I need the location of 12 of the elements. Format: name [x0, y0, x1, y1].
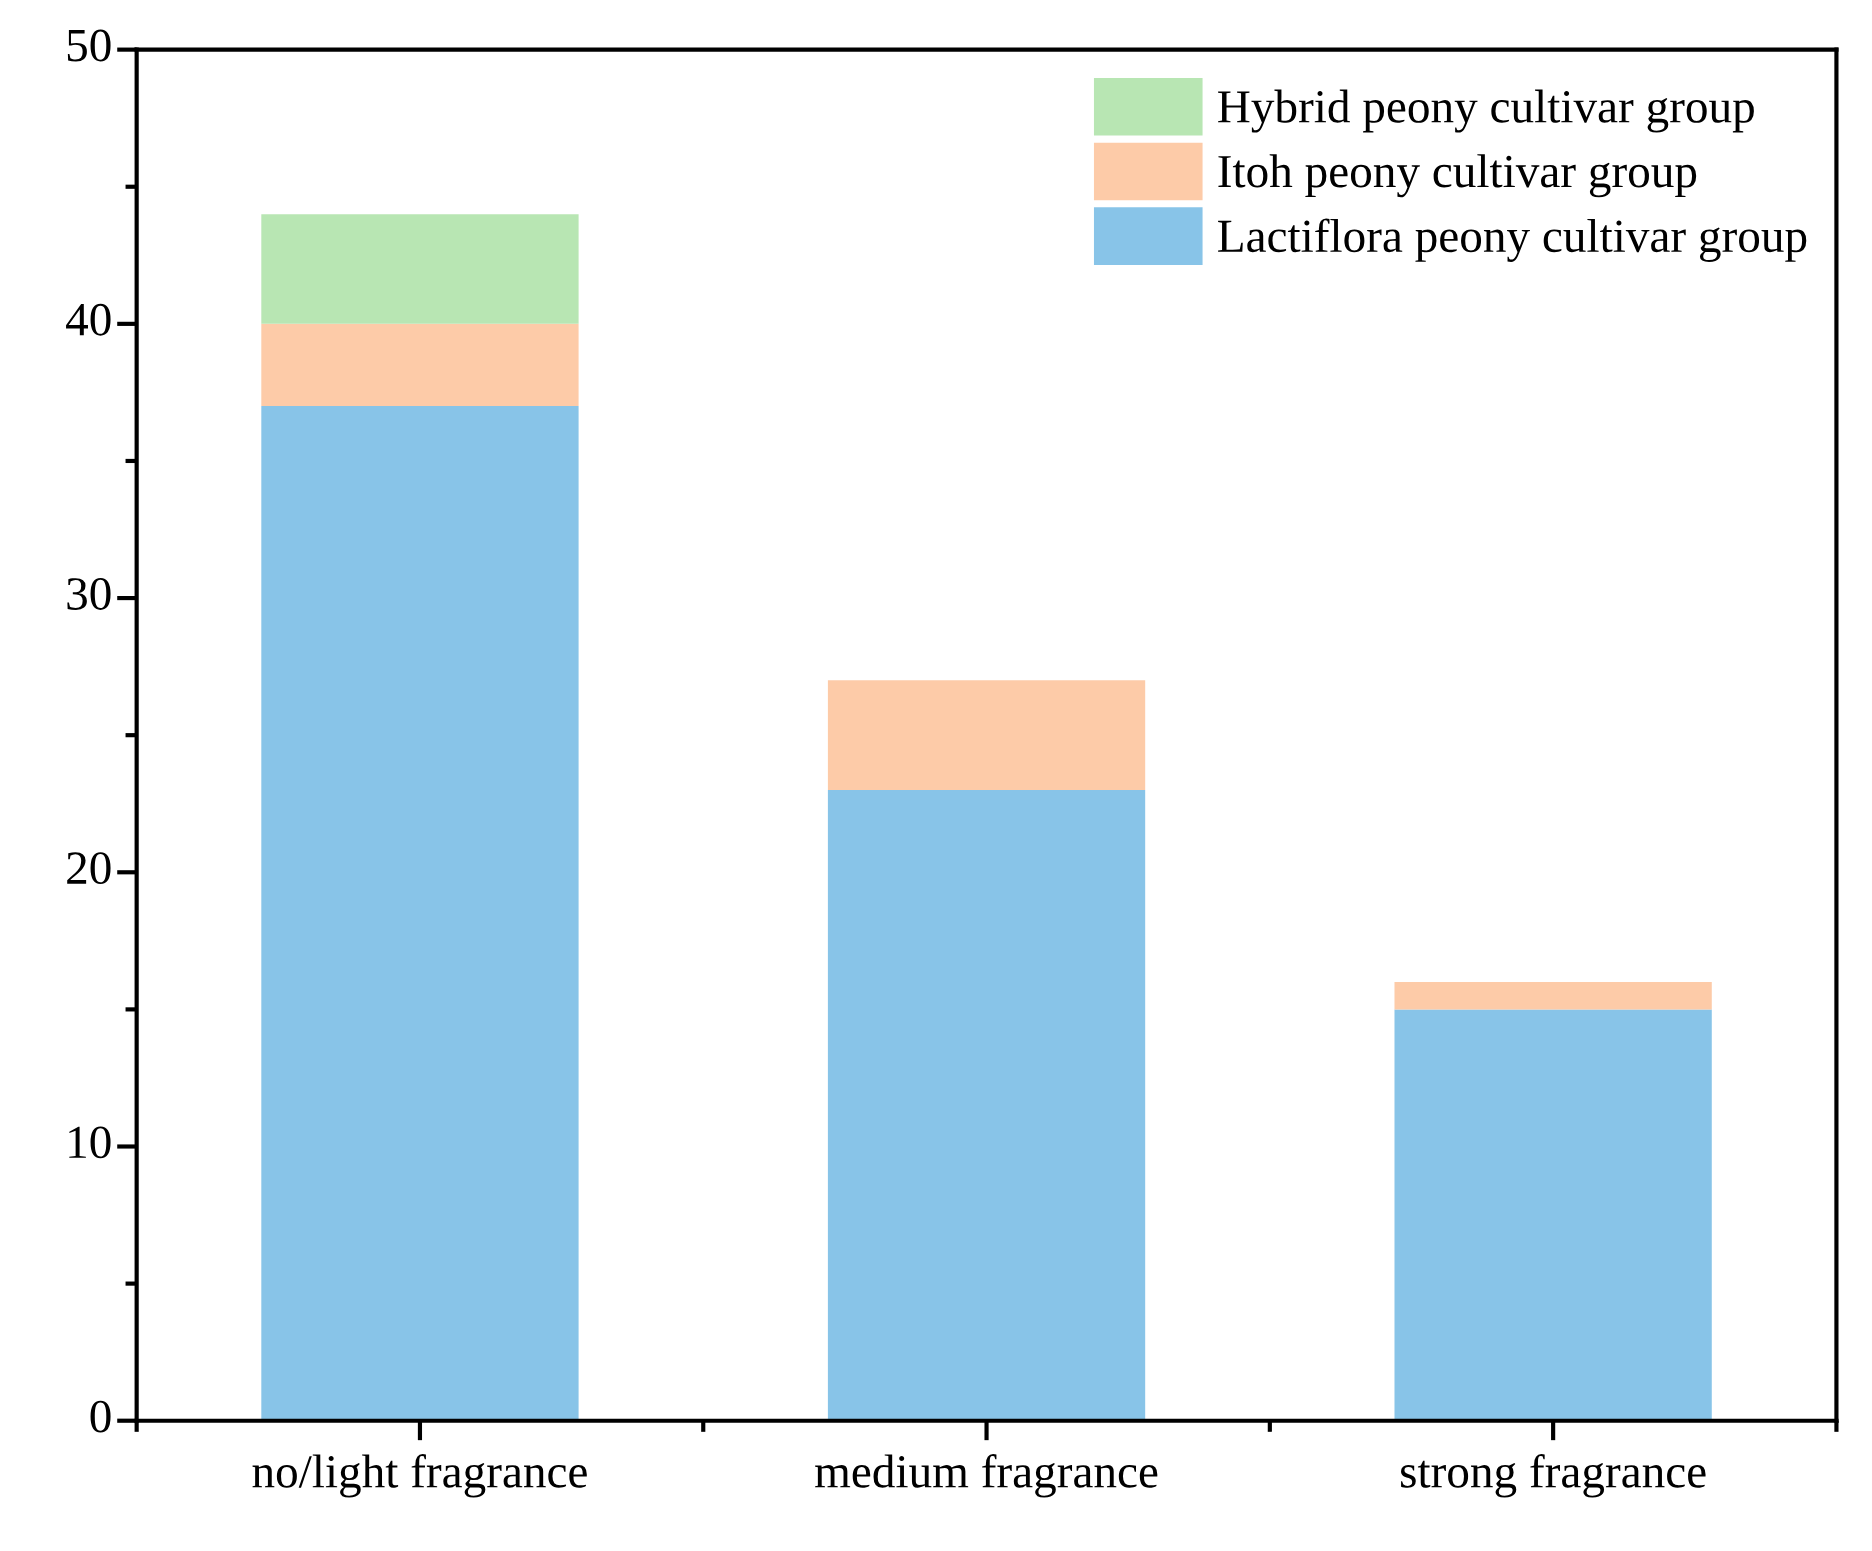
y-tick-label: 30 — [67, 578, 111, 610]
x-tick-label: strong fragrance — [1401, 1454, 1706, 1498]
legend-label: Lactiflora peony cultivar group — [1218, 218, 1807, 262]
y-tick-label: 40 — [66, 303, 111, 336]
y-tick-label: 50 — [67, 29, 111, 62]
legend-label: Itoh peony cultivar group — [1218, 154, 1697, 198]
y-tick-label: 10 — [69, 1126, 111, 1159]
x-tick-label: medium fragrance — [815, 1454, 1158, 1498]
legend-label: Hybrid peony cultivar group — [1218, 89, 1754, 133]
y-tick-label: 20 — [67, 852, 111, 885]
x-tick-label: no/light fragrance — [252, 1454, 587, 1498]
y-tick-label: 0 — [90, 1400, 111, 1433]
